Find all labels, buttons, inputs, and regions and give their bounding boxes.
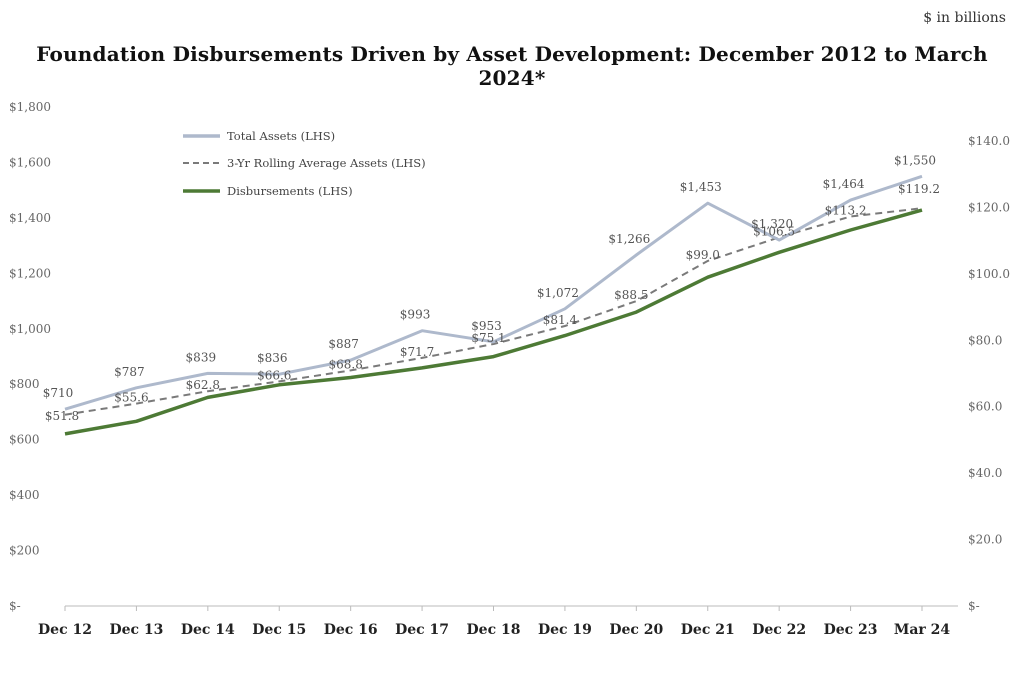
assets-data-label: $1,464 [823,177,865,191]
assets-data-label: $1,266 [608,232,650,246]
assets-data-label: $993 [400,308,431,322]
x-tick-label: Dec 12 [38,622,92,638]
chart-title: Foundation Disbursements Driven by Asset… [36,42,988,90]
series-line-disbursements-lhs [64,208,923,436]
left-axis-tick-label: $200 [9,544,40,558]
series-line-3-yr-rolling-average-assets-lhs [64,207,923,416]
legend-label: Total Assets (LHS) [227,129,335,143]
series-line-total-assets-lhs [64,174,923,411]
disbursements-data-label: $68.8 [328,357,362,371]
left-axis-tick-label: $1,200 [9,266,51,280]
assets-data-label: $1,072 [537,286,579,300]
disbursements-data-label: $113.2 [825,204,867,218]
right-axis-tick-label: $80.0 [968,333,1002,347]
right-axis-tick-label: $60.0 [968,400,1002,414]
assets-data-label: $1,453 [680,180,722,194]
assets-data-label: $1,550 [894,153,936,167]
legend: Total Assets (LHS) 3-Yr Rolling Average A… [183,129,426,198]
right-axis-tick-label: $40.0 [968,466,1002,480]
assets-data-label: $839 [186,350,217,364]
assets-data-label: $1,320 [751,217,793,231]
assets-data-label: $887 [328,337,359,351]
right-axis-tick-label: $120.0 [968,200,1010,214]
left-axis-tick-label: $1,800 [9,100,51,114]
disbursements-data-label: $119.2 [898,182,940,196]
disbursements-data-label: $99.0 [686,248,720,262]
x-tick-label: Dec 18 [467,622,521,638]
left-axis-tick-label: $1,600 [9,155,51,169]
left-axis-tick-label: $1,000 [9,322,51,336]
disbursements-data-label: $106.5 [753,224,795,238]
assets-data-label: $710 [43,386,74,400]
x-tick-label: Dec 17 [395,622,449,638]
disbursements-data-label: $71.7 [400,345,434,359]
axes: Dec 12 Dec 13 Dec 14 Dec 15 Dec 16 Dec 17 Dec … [9,100,1010,638]
x-tick-label: Dec 16 [324,622,378,638]
disbursements-data-label: $62.8 [186,378,220,392]
right-axis-tick-label: $140.0 [968,134,1010,148]
right-axis-tick-label: $- [968,599,980,613]
left-axis-tick-label: $800 [9,377,40,391]
disbursements-data-label: $75.1 [471,331,505,345]
left-axis-tick-label: $1,400 [9,211,51,225]
series-lines [64,174,923,436]
x-tick-label: Dec 21 [681,622,735,638]
units-note: $ in billions [923,10,1006,26]
x-tick-label: Dec 19 [538,622,592,638]
assets-data-label: $953 [471,319,502,333]
disbursements-data-label: $88.5 [614,288,648,302]
x-tick-label: Dec 23 [824,622,878,638]
left-axis-tick-label: $600 [9,433,40,447]
right-axis-tick-label: $20.0 [968,533,1002,547]
x-tick-label: Dec 20 [609,622,663,638]
x-tick-label: Dec 15 [252,622,306,638]
right-axis-tick-label: $100.0 [968,267,1010,281]
x-tick-label: Dec 22 [752,622,806,638]
disbursements-data-label: $51.8 [45,409,79,423]
assets-data-label: $787 [114,365,145,379]
x-tick-label: Mar 24 [894,622,951,638]
left-axis-tick-label: $- [9,599,21,613]
x-tick-label: Dec 14 [181,622,235,638]
disbursements-data-label: $55.6 [114,391,148,405]
left-axis-tick-label: $400 [9,488,40,502]
disbursements-data-label: $66.6 [257,368,291,382]
legend-label: Disbursements (LHS) [227,184,353,198]
assets-data-label: $836 [257,351,288,365]
legend-label: 3-Yr Rolling Average Assets (LHS) [227,156,426,170]
data-labels: $710 $787 $839 $836 $887 $993 $953 $1,072 $1,266… [43,153,940,423]
disbursements-data-label: $81.4 [543,313,578,327]
x-tick-label: Dec 13 [109,622,163,638]
